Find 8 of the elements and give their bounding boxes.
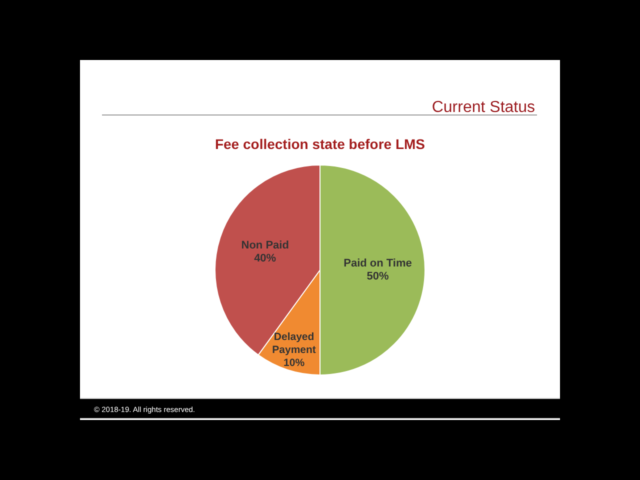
slice-label: Non Paid: [241, 240, 289, 252]
slice-label: Delayed Payment: [272, 330, 316, 356]
slice-label: Paid on Time: [344, 257, 412, 270]
data-label: 10%: [284, 356, 306, 369]
data-label: 40%: [254, 252, 276, 265]
chart-title: Fee collection state before LMS: [214, 136, 426, 152]
data-label: 50%: [366, 270, 389, 282]
text: Current Status: [432, 99, 535, 116]
